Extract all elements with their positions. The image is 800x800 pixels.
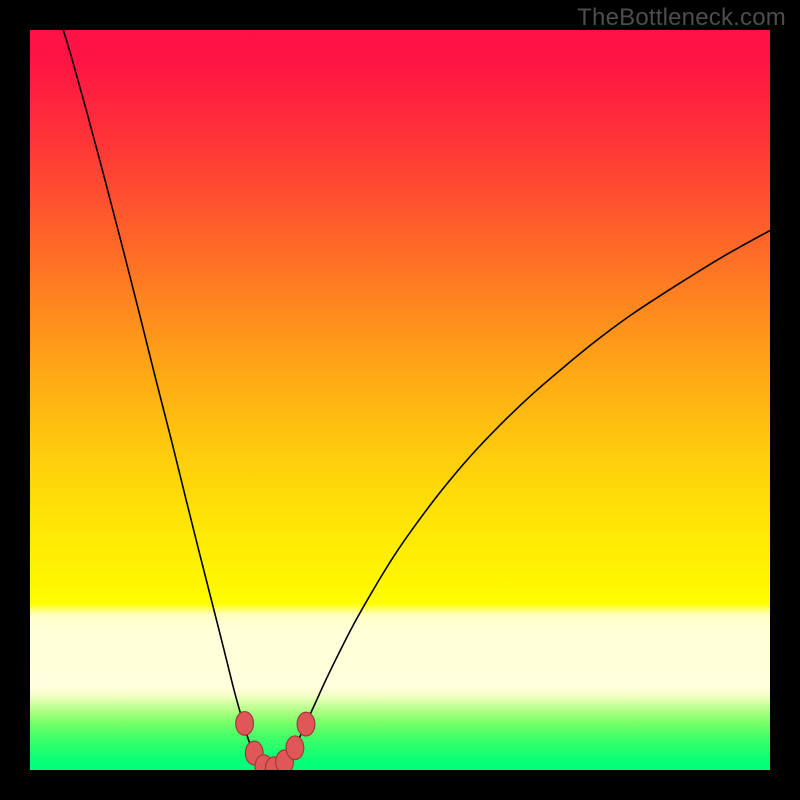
data-marker xyxy=(236,712,254,736)
chart-svg xyxy=(0,0,800,800)
watermark-label: TheBottleneck.com xyxy=(577,4,786,32)
plot-background-gradient xyxy=(30,30,770,770)
data-marker xyxy=(286,736,304,760)
data-marker xyxy=(297,712,315,736)
figure-root: TheBottleneck.com xyxy=(0,0,800,800)
